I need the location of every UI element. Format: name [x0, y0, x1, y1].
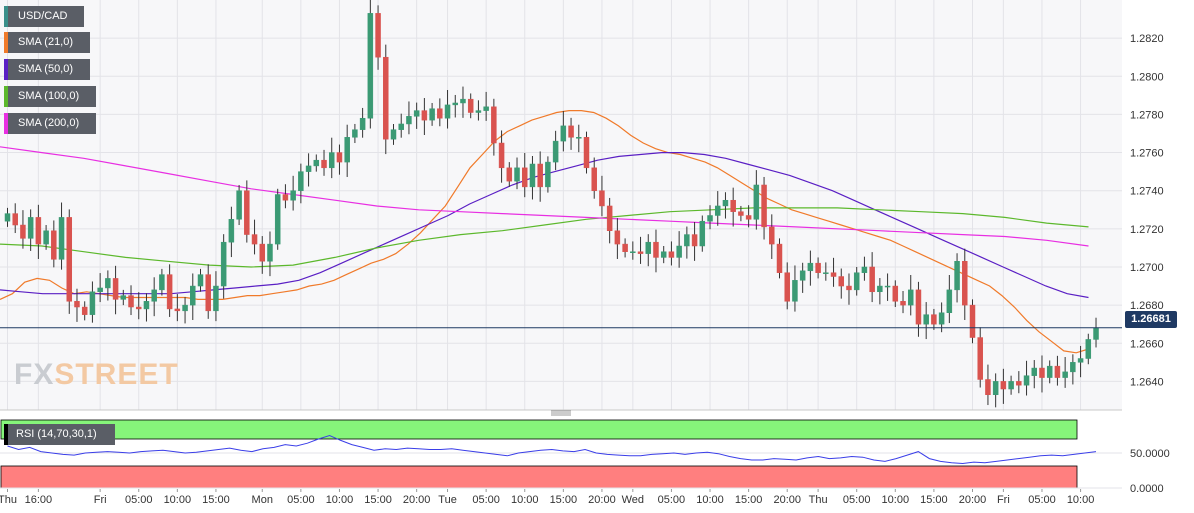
- time-tick-label: 15:00: [364, 494, 392, 506]
- rsi-oversold-zone: [1, 466, 1077, 488]
- main-plot-background: [0, 0, 1122, 410]
- time-tick-label: 15:00: [550, 494, 578, 506]
- candle: [584, 132, 589, 174]
- time-tick-label: 10:00: [326, 494, 354, 506]
- candle: [67, 209, 72, 314]
- time-tick-label: 20:00: [588, 494, 616, 506]
- watermark-street: STREET: [54, 358, 178, 391]
- candle: [237, 185, 242, 225]
- time-tick-label: 16:00: [25, 494, 53, 506]
- current-price-label: 1.26681: [1125, 311, 1177, 328]
- time-tick-label: 10:00: [1067, 494, 1095, 506]
- time-tick-label: Fri: [94, 494, 107, 506]
- watermark-fx: FX: [14, 358, 54, 391]
- candle: [777, 238, 782, 278]
- time-tick-label: 15:00: [202, 494, 230, 506]
- time-tick-label: Mon: [252, 494, 273, 506]
- fxstreet-watermark: FXSTREET: [14, 358, 179, 392]
- time-tick-label: Wed: [622, 494, 644, 506]
- time-tick-label: 05:00: [843, 494, 871, 506]
- rsi-tick-label: 50.0000: [1130, 448, 1170, 460]
- price-tick-label: 1.2660: [1130, 338, 1164, 350]
- price-tick-label: 1.2700: [1130, 262, 1164, 274]
- legend-sma-21[interactable]: SMA (21,0): [4, 32, 90, 53]
- price-tick-label: 1.2760: [1130, 148, 1164, 160]
- time-tick-label: 05:00: [472, 494, 500, 506]
- legend-usdcad[interactable]: USD/CAD: [4, 6, 84, 27]
- time-tick-label: 05:00: [125, 494, 153, 506]
- price-tick-label: 1.2640: [1130, 376, 1164, 388]
- time-tick-label: 10:00: [511, 494, 539, 506]
- time-tick-label: Tue: [438, 494, 457, 506]
- time-tick-label: 10:00: [164, 494, 192, 506]
- price-tick-label: 1.2720: [1130, 224, 1164, 236]
- legend-sma-200[interactable]: SMA (200,0): [4, 113, 96, 134]
- time-tick-label: 10:00: [882, 494, 910, 506]
- price-tick-label: 1.2820: [1130, 33, 1164, 45]
- time-tick-label: 05:00: [1028, 494, 1056, 506]
- price-tick-label: 1.2740: [1130, 186, 1164, 198]
- price-tick-label: 1.2780: [1130, 109, 1164, 121]
- candle: [970, 299, 975, 343]
- time-tick-label: 15:00: [735, 494, 763, 506]
- time-tick-label: 20:00: [403, 494, 431, 506]
- candle: [383, 45, 388, 154]
- price-tick-label: 1.2800: [1130, 71, 1164, 83]
- rsi-tick-label: 0.0000: [1130, 483, 1164, 495]
- candle: [368, 0, 373, 129]
- time-tick-label: Thu: [0, 494, 17, 506]
- time-tick-label: 15:00: [920, 494, 948, 506]
- time-tick-label: 20:00: [959, 494, 987, 506]
- rsi-overbought-zone: [1, 420, 1077, 439]
- candle: [275, 189, 280, 250]
- time-tick-label: 10:00: [696, 494, 724, 506]
- time-tick-label: 05:00: [658, 494, 686, 506]
- legend-sma-50[interactable]: SMA (50,0): [4, 59, 90, 80]
- time-tick-label: Fri: [997, 494, 1010, 506]
- time-tick-label: Thu: [809, 494, 828, 506]
- time-tick-label: 20:00: [773, 494, 801, 506]
- legend-sma-100[interactable]: SMA (100,0): [4, 86, 96, 107]
- time-tick-label: 05:00: [287, 494, 315, 506]
- legend-rsi[interactable]: RSI (14,70,30,1): [4, 424, 115, 445]
